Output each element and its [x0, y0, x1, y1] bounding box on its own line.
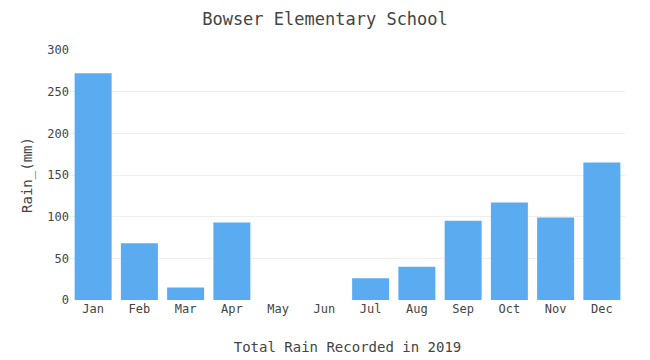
svg-text:100: 100: [47, 210, 69, 224]
svg-text:Mar: Mar: [175, 302, 197, 316]
svg-text:Jan: Jan: [82, 302, 104, 316]
svg-text:150: 150: [47, 168, 69, 182]
svg-text:300: 300: [47, 43, 69, 57]
svg-text:Bowser Elementary School: Bowser Elementary School: [202, 9, 448, 29]
svg-text:250: 250: [47, 85, 69, 99]
svg-text:Nov: Nov: [545, 302, 567, 316]
svg-text:0: 0: [62, 293, 69, 307]
svg-text:Sep: Sep: [452, 302, 474, 316]
svg-text:Rain_(mm): Rain_(mm): [19, 137, 36, 213]
svg-text:May: May: [267, 302, 289, 316]
svg-text:Aug: Aug: [406, 302, 428, 316]
svg-text:50: 50: [55, 252, 69, 266]
svg-text:Dec: Dec: [591, 302, 613, 316]
svg-text:200: 200: [47, 127, 69, 141]
svg-text:Oct: Oct: [499, 302, 521, 316]
svg-text:Jun: Jun: [314, 302, 336, 316]
svg-text:Feb: Feb: [129, 302, 151, 316]
svg-text:Apr: Apr: [221, 302, 243, 316]
svg-text:Total Rain Recorded in 2019: Total Rain Recorded in 2019: [234, 339, 462, 355]
svg-text:Jul: Jul: [360, 302, 382, 316]
